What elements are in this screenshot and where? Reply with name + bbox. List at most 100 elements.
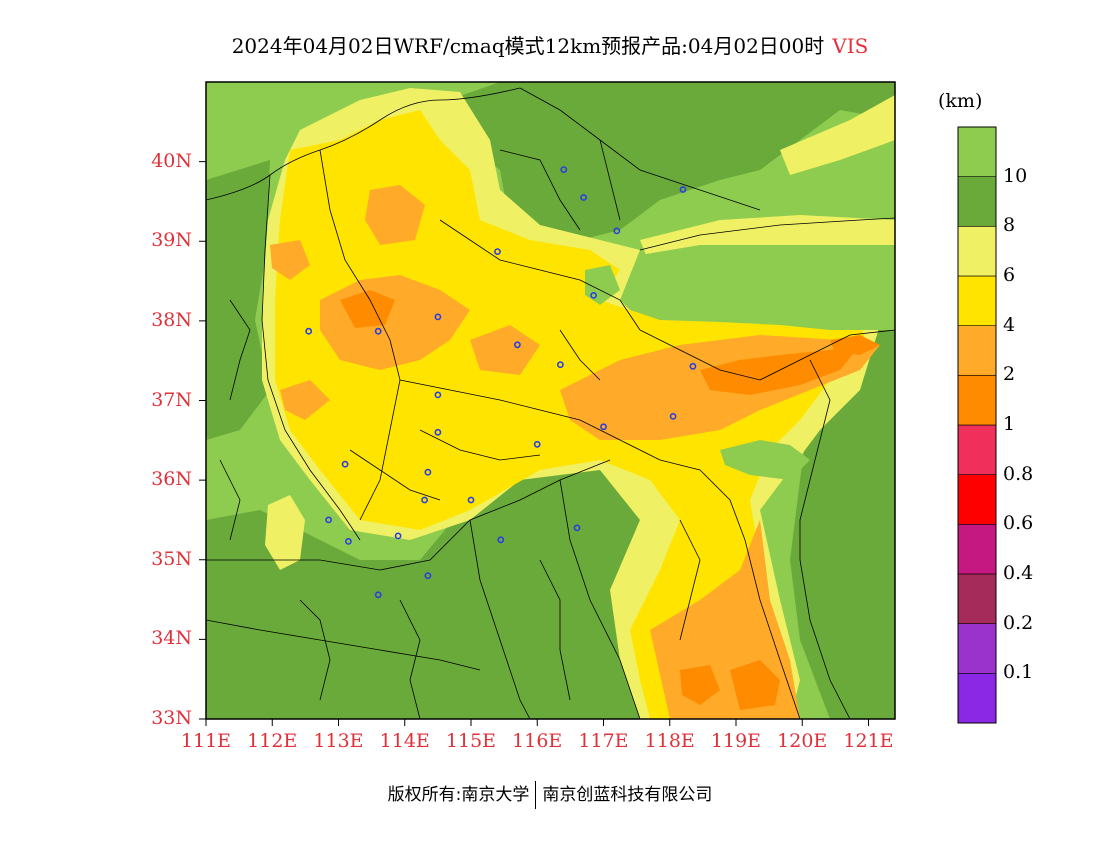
colorbar-label: 4 bbox=[1003, 313, 1016, 336]
colorbar-swatch bbox=[957, 374, 997, 426]
colorbar-label: 0.1 bbox=[1003, 661, 1034, 684]
vis-region-2-4km-ridge bbox=[280, 380, 330, 420]
lat-label: 38N bbox=[151, 308, 192, 331]
vis-region-2-4km-west bbox=[270, 240, 310, 280]
vis-region-6-8km-northeast bbox=[780, 95, 895, 175]
vis-region-1-2km-central bbox=[340, 290, 395, 328]
copyright-right: 南京创蓝科技有限公司 bbox=[542, 785, 713, 805]
vis-region-2-4km-north bbox=[365, 185, 425, 245]
vis-region-8-10km-south bbox=[206, 440, 680, 719]
city-station-marker bbox=[424, 572, 432, 580]
city-station-marker bbox=[434, 313, 442, 321]
city-station-marker bbox=[394, 532, 402, 540]
vis-region-bay bbox=[720, 440, 810, 480]
city-station-marker bbox=[424, 468, 432, 476]
colorbar-swatch bbox=[957, 523, 997, 575]
lon-label: 115E bbox=[445, 730, 497, 752]
city-station-marker bbox=[494, 248, 501, 255]
colorbar-label: 0.2 bbox=[1003, 611, 1034, 634]
copyright-separator bbox=[535, 781, 537, 809]
city-station-marker bbox=[344, 538, 352, 545]
colorbar-label: 0.4 bbox=[1003, 561, 1034, 584]
city-station-marker bbox=[669, 412, 677, 420]
colorbar-label: 6 bbox=[1003, 263, 1016, 286]
vis-region-8-10km-west bbox=[206, 160, 270, 440]
colorbar-swatch bbox=[957, 275, 997, 326]
colorbar-swatch bbox=[957, 126, 997, 177]
colorbar-label: 0.8 bbox=[1003, 462, 1034, 485]
colorbar bbox=[957, 126, 997, 724]
lat-label: 37N bbox=[151, 388, 192, 411]
lat-label: 39N bbox=[151, 229, 192, 252]
lat-label: 36N bbox=[151, 468, 192, 491]
city-station-marker bbox=[434, 428, 442, 436]
lat-label: 34N bbox=[151, 627, 192, 650]
colorbar-label: 2 bbox=[1003, 363, 1016, 386]
colorbar-swatch bbox=[957, 424, 997, 475]
city-station-marker bbox=[374, 591, 382, 599]
lon-label: 117E bbox=[578, 730, 629, 752]
lon-ticks bbox=[205, 719, 869, 726]
lon-label: 121E bbox=[843, 730, 894, 752]
city-station-marker bbox=[305, 327, 313, 335]
lon-label: 112E bbox=[247, 730, 298, 752]
city-station-marker bbox=[580, 194, 587, 201]
vis-region-bay-inner bbox=[585, 265, 620, 305]
city-station-marker bbox=[374, 327, 382, 335]
colorbar-swatch bbox=[957, 623, 997, 674]
lon-label: 111E bbox=[180, 730, 232, 752]
colorbar-swatch bbox=[957, 573, 997, 624]
city-station-marker bbox=[590, 291, 597, 299]
colorbar-swatch bbox=[957, 325, 997, 376]
lon-label: 120E bbox=[777, 730, 828, 752]
boundary-lines bbox=[206, 87, 895, 719]
lon-label: 113E bbox=[313, 730, 364, 752]
lon-label: 114E bbox=[379, 730, 430, 752]
colorbar-label: 8 bbox=[1003, 214, 1016, 237]
city-station-marker bbox=[341, 460, 349, 468]
vis-region-1-2km-ne bbox=[830, 335, 880, 355]
vis-region-1-2km-south bbox=[680, 665, 720, 705]
city-station-marker bbox=[497, 536, 505, 544]
colorbar-unit: (km) bbox=[938, 90, 983, 112]
colorbar-swatch bbox=[957, 672, 997, 724]
city-station-marker bbox=[557, 361, 564, 369]
city-station-marker bbox=[421, 496, 428, 504]
vis-region-6-8km-pocket bbox=[265, 495, 305, 570]
variable-name: VIS bbox=[832, 34, 869, 58]
vis-region-2-4km-mid bbox=[470, 325, 540, 375]
vis-region-8-10km-north bbox=[420, 82, 895, 245]
lon-label: 116E bbox=[512, 730, 563, 752]
vis-region-1-2km-southeast bbox=[730, 660, 780, 710]
title-text: 2024年04月02日WRF/cmaq模式12km预报产品:04月02日00时 bbox=[231, 34, 825, 58]
visibility-field bbox=[206, 82, 895, 719]
colorbar-swatch bbox=[957, 226, 997, 277]
colorbar-label: 0.6 bbox=[1003, 512, 1034, 535]
city-station-marker bbox=[325, 516, 332, 524]
chart-title: 2024年04月02日WRF/cmaq模式12km预报产品:04月02日00时 V… bbox=[0, 30, 1100, 59]
city-station-marker bbox=[533, 440, 541, 448]
city-station-marker bbox=[613, 227, 621, 235]
city-station-marker bbox=[679, 186, 687, 193]
lat-ticks bbox=[199, 161, 206, 720]
colorbar-label: 10 bbox=[1003, 164, 1028, 187]
vis-region-bohai bbox=[630, 245, 895, 330]
lat-label: 40N bbox=[151, 149, 192, 172]
colorbar-swatch bbox=[957, 176, 997, 227]
lat-label: 35N bbox=[151, 547, 192, 570]
lon-label: 118E bbox=[644, 730, 695, 752]
city-stations bbox=[305, 166, 697, 599]
colorbar-swatch bbox=[957, 474, 997, 525]
lat-label: 33N bbox=[151, 707, 192, 729]
city-station-marker bbox=[689, 362, 697, 370]
city-station-marker bbox=[467, 496, 475, 504]
city-station-marker bbox=[560, 166, 568, 173]
copyright-left: 版权所有:南京大学 bbox=[387, 785, 530, 805]
copyright-footer: 版权所有:南京大学 南京创蓝科技有限公司 bbox=[0, 780, 1100, 809]
city-station-marker bbox=[600, 423, 607, 431]
colorbar-frame bbox=[957, 126, 997, 724]
colorbar-label: 1 bbox=[1003, 412, 1016, 435]
city-station-marker bbox=[573, 524, 581, 532]
city-station-marker bbox=[514, 341, 521, 349]
